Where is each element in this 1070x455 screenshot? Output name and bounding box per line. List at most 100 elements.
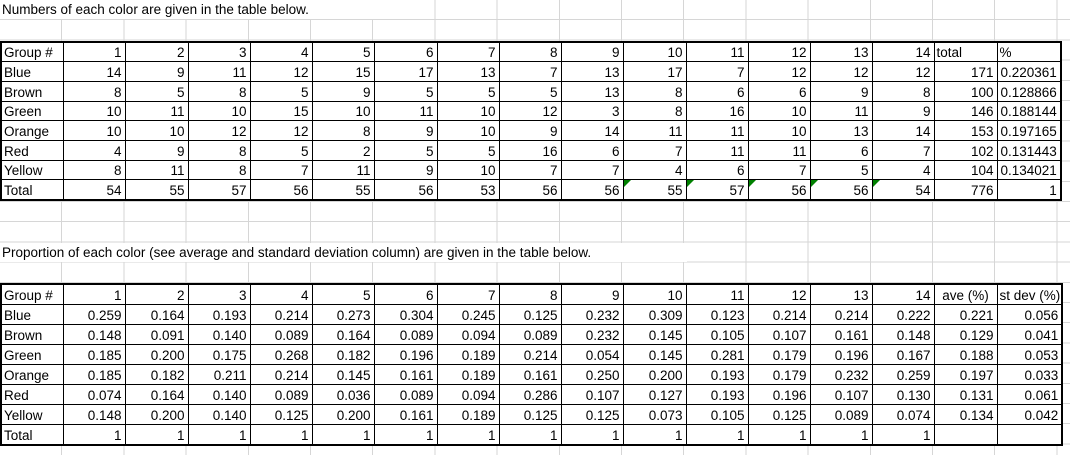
value-cell[interactable]: 0.161 [373,363,438,385]
value-cell[interactable]: 1 [124,424,189,446]
value-cell[interactable]: 1 [560,424,624,446]
value-cell[interactable]: 0.175 [187,343,251,365]
value-cell[interactable]: 0.200 [622,363,687,385]
value-cell[interactable]: 1 [685,424,749,446]
row-label-cell[interactable]: Blue [0,303,64,325]
value-cell[interactable]: 55 [622,179,687,200]
title-proportions-cell[interactable]: Proportion of each color (see average an… [0,242,687,262]
value-cell[interactable]: 1 [809,424,873,446]
group-header-cell[interactable]: 3 [187,41,251,63]
value-cell[interactable]: 16 [498,139,562,161]
value-cell[interactable]: 0.164 [311,323,375,345]
group-header-cell[interactable]: 14 [871,41,935,63]
value-cell[interactable]: 0.309 [622,303,687,325]
value-cell[interactable]: 7 [560,159,624,181]
value-cell[interactable]: 11 [685,120,749,141]
value-cell[interactable]: 0.189 [436,363,500,385]
row-ave-cell[interactable]: 0.221 [933,303,998,325]
value-cell[interactable]: 12 [187,120,251,141]
group-header-cell[interactable]: 2 [124,283,189,305]
value-cell[interactable]: 7 [871,139,935,161]
value-cell[interactable]: 6 [809,139,873,161]
row-total-cell[interactable]: 171 [933,61,998,82]
row-percent-cell[interactable]: 0.220361 [996,61,1062,82]
value-cell[interactable]: 10 [62,100,126,122]
value-cell[interactable]: 8 [871,80,935,102]
value-cell[interactable]: 55 [124,179,189,200]
value-cell[interactable]: 0.304 [373,303,438,325]
row-label-cell[interactable]: Orange [0,120,64,141]
value-cell[interactable]: 0.094 [436,383,500,406]
value-cell[interactable]: 57 [187,179,251,200]
value-cell[interactable]: 0.214 [498,343,562,365]
value-cell[interactable]: 1 [747,424,811,446]
value-cell[interactable]: 0.145 [622,343,687,365]
value-cell[interactable]: 0.164 [124,383,189,406]
value-cell[interactable]: 14 [62,61,126,82]
value-cell[interactable]: 56 [560,179,624,200]
value-cell[interactable]: 5 [809,159,873,181]
row-label-cell[interactable]: Green [0,343,64,365]
value-cell[interactable]: 0.245 [436,303,500,325]
value-cell[interactable]: 12 [249,61,313,82]
value-cell[interactable]: 7 [747,159,811,181]
row-total-cell[interactable]: 102 [933,139,998,161]
value-cell[interactable]: 10 [747,100,811,122]
value-cell[interactable]: 12 [498,100,562,122]
value-cell[interactable]: 0.125 [249,404,313,426]
value-cell[interactable]: 11 [747,139,811,161]
group-header-cell[interactable]: 7 [436,283,500,305]
value-cell[interactable]: 10 [62,120,126,141]
group-header-cell[interactable]: 4 [249,41,313,63]
group-header-cell[interactable]: 2 [124,41,189,63]
group-header-cell[interactable]: 9 [560,283,624,305]
row-stdev-cell[interactable]: 0.042 [996,404,1063,426]
value-cell[interactable]: 0.196 [809,343,873,365]
row-label-cell[interactable]: Green [0,100,64,122]
value-cell[interactable]: 8 [62,80,126,102]
value-cell[interactable]: 3 [560,100,624,122]
title-counts-cell[interactable]: Numbers of each color are given in the t… [0,0,375,19]
value-cell[interactable]: 6 [560,139,624,161]
value-cell[interactable]: 11 [187,61,251,82]
row-total-cell[interactable]: 146 [933,100,998,122]
value-cell[interactable]: 7 [685,61,749,82]
value-cell[interactable]: 0.164 [124,303,189,325]
value-cell[interactable]: 0.123 [685,303,749,325]
row-ave-cell[interactable]: 0.197 [933,363,998,385]
value-cell[interactable]: 0.148 [62,404,126,426]
value-cell[interactable]: 1 [187,424,251,446]
value-cell[interactable]: 5 [373,80,438,102]
value-cell[interactable]: 0.054 [560,343,624,365]
group-header-cell[interactable]: 10 [622,283,687,305]
value-cell[interactable]: 0.214 [249,303,313,325]
value-cell[interactable]: 9 [124,139,189,161]
value-cell[interactable]: 0.161 [373,404,438,426]
value-cell[interactable]: 11 [373,100,438,122]
value-cell[interactable]: 9 [311,80,375,102]
value-cell[interactable]: 0.140 [187,383,251,406]
value-cell[interactable]: 14 [560,120,624,141]
value-cell[interactable]: 0.196 [373,343,438,365]
value-cell[interactable]: 13 [436,61,500,82]
row-ave-cell[interactable]: 0.131 [933,383,998,406]
value-cell[interactable]: 0.182 [311,343,375,365]
value-cell[interactable]: 0.094 [436,323,500,345]
value-cell[interactable]: 17 [373,61,438,82]
value-cell[interactable]: 53 [436,179,500,200]
value-cell[interactable]: 0.125 [747,404,811,426]
value-cell[interactable]: 0.259 [871,363,935,385]
value-cell[interactable]: 0.268 [249,343,313,365]
row-total-cell[interactable]: 776 [933,179,998,200]
value-cell[interactable]: 0.222 [871,303,935,325]
value-cell[interactable]: 0.125 [498,404,562,426]
row-percent-cell[interactable]: 0.128866 [996,80,1062,102]
value-cell[interactable]: 15 [249,100,313,122]
group-header-cell[interactable]: 13 [809,283,873,305]
value-cell[interactable]: 5 [249,80,313,102]
value-cell[interactable]: 0.189 [436,343,500,365]
value-cell[interactable]: 8 [187,80,251,102]
value-cell[interactable]: 55 [311,179,375,200]
value-cell[interactable]: 6 [747,80,811,102]
value-cell[interactable]: 11 [809,100,873,122]
